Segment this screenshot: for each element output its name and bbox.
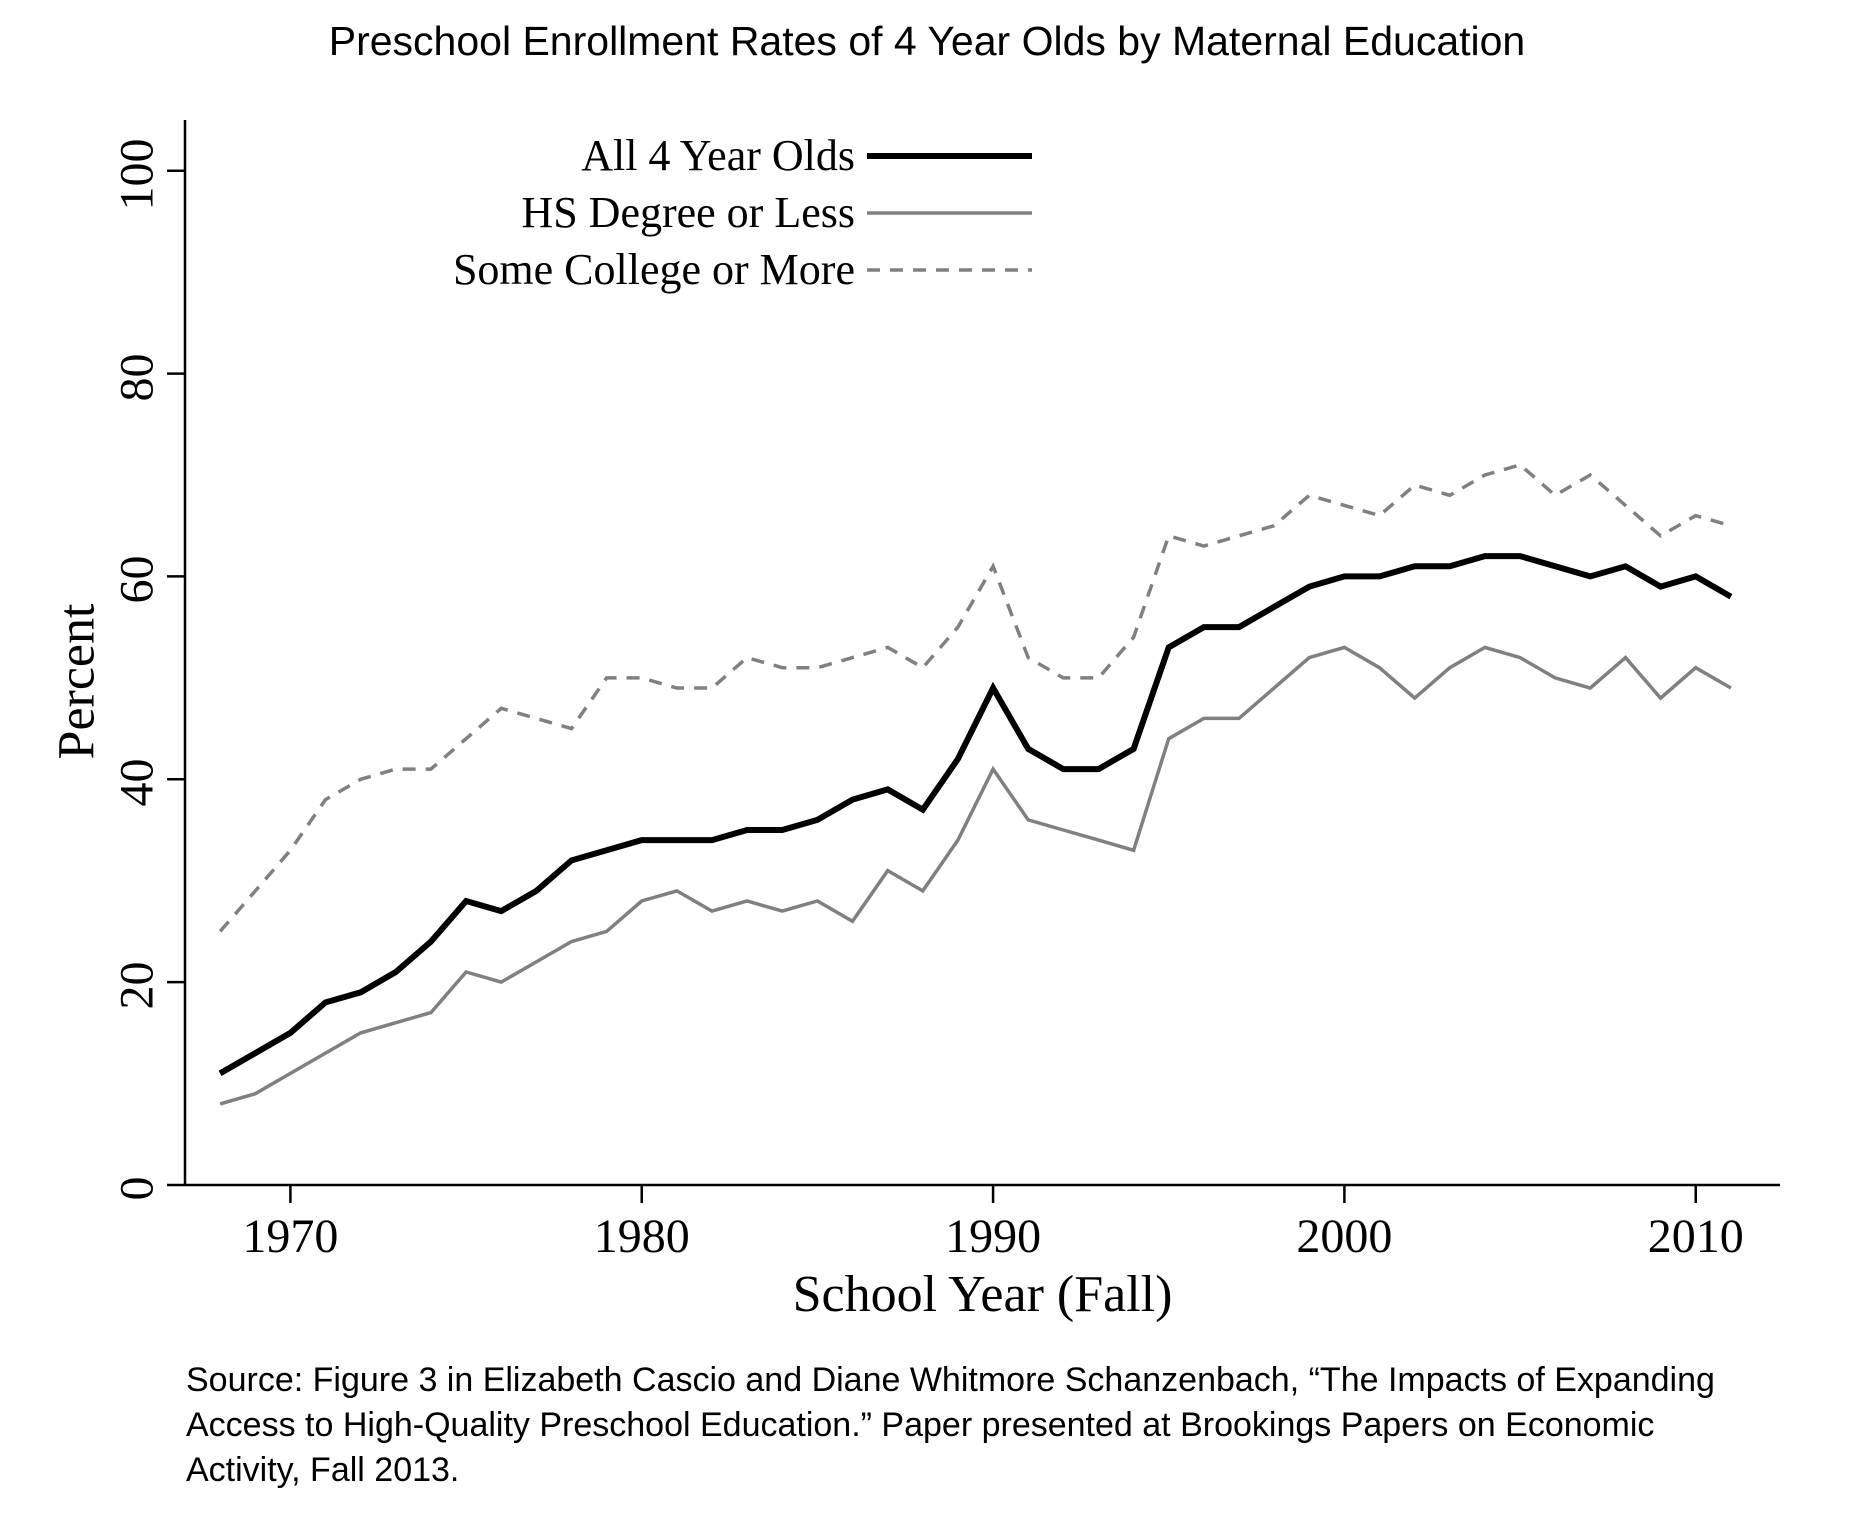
legend: All 4 Year Olds HS Degree or Less Some Col… xyxy=(335,130,1032,301)
source-citation: Source: Figure 3 in Elizabeth Cascio and… xyxy=(186,1358,1746,1493)
legend-label: Some College or More xyxy=(335,244,867,295)
y-tick-label: 100 xyxy=(110,114,165,234)
legend-swatch xyxy=(867,260,1032,280)
y-tick-label: 20 xyxy=(110,926,165,1046)
legend-swatch xyxy=(867,203,1032,223)
legend-swatch xyxy=(867,146,1032,166)
legend-item: All 4 Year Olds xyxy=(335,130,1032,181)
legend-label: All 4 Year Olds xyxy=(335,130,867,181)
y-tick-label: 80 xyxy=(110,317,165,437)
y-tick-label: 60 xyxy=(110,520,165,640)
y-tick-label: 0 xyxy=(110,1129,165,1249)
legend-item: HS Degree or Less xyxy=(335,187,1032,238)
x-tick-label: 1990 xyxy=(893,1209,1093,1264)
x-tick-label: 1980 xyxy=(542,1209,742,1264)
series-line xyxy=(220,647,1731,1104)
x-tick-label: 2000 xyxy=(1244,1209,1444,1264)
y-tick-label: 40 xyxy=(110,723,165,843)
legend-item: Some College or More xyxy=(335,244,1032,295)
y-axis-label: Percent xyxy=(48,531,107,831)
legend-label: HS Degree or Less xyxy=(335,187,867,238)
x-tick-label: 1970 xyxy=(190,1209,390,1264)
chart-title: Preschool Enrollment Rates of 4 Year Old… xyxy=(0,18,1854,65)
x-tick-label: 2010 xyxy=(1596,1209,1796,1264)
x-axis-label: School Year (Fall) xyxy=(185,1265,1780,1324)
chart-container: Preschool Enrollment Rates of 4 Year Old… xyxy=(0,0,1854,1519)
series-line xyxy=(220,465,1731,932)
